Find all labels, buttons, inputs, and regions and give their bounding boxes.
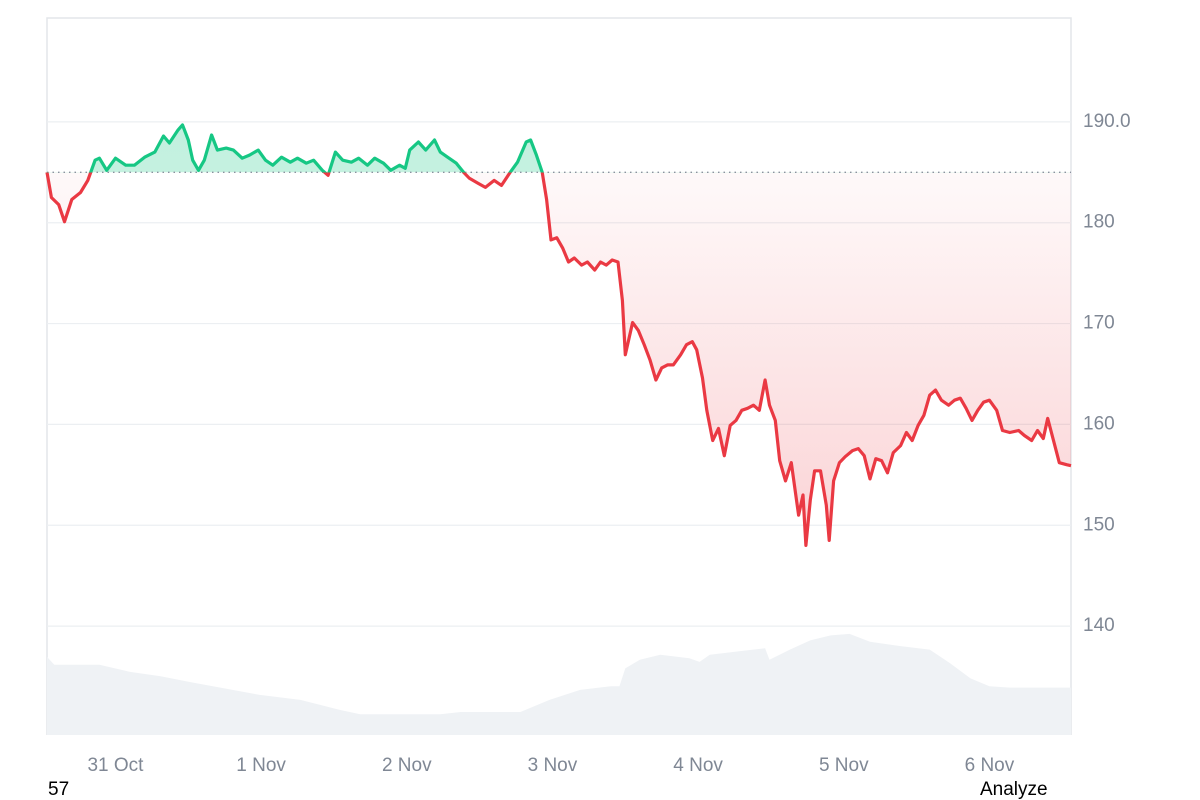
- x-tick-label: 31 Oct: [87, 755, 144, 776]
- price-line: [45, 123, 1072, 547]
- x-tick-label: 6 Nov: [965, 755, 1015, 776]
- x-tick-label: 1 Nov: [236, 755, 286, 776]
- y-tick-label: 190.0: [1083, 111, 1131, 132]
- footer-right[interactable]: Analyze: [980, 779, 1048, 800]
- y-tick-label: 160: [1083, 413, 1115, 434]
- x-tick-label: 2 Nov: [382, 755, 432, 776]
- footer-left: 57: [48, 779, 69, 800]
- y-tick-label: 150: [1083, 514, 1115, 535]
- x-tick-label: 4 Nov: [673, 755, 723, 776]
- y-tick-label: 140: [1083, 615, 1115, 636]
- x-tick-label: 5 Nov: [819, 755, 869, 776]
- y-tick-label: 180: [1083, 212, 1115, 233]
- x-tick-label: 3 Nov: [528, 755, 578, 776]
- volume-area: [47, 633, 1071, 735]
- y-tick-label: 170: [1083, 313, 1115, 334]
- price-area: [47, 124, 1071, 546]
